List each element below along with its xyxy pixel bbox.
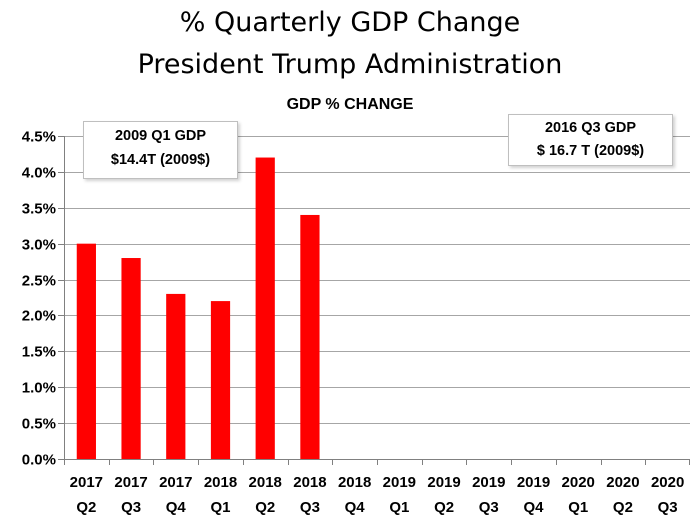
y-tick-label: 2.5% — [22, 273, 56, 290]
bar-2017-q3 — [121, 258, 141, 459]
x-tick-label-year: 2017 — [159, 474, 192, 491]
bar-2018-q1 — [210, 301, 231, 459]
x-tick-label-year: 2019 — [427, 474, 460, 491]
x-tick-label-quarter: Q3 — [300, 499, 320, 516]
x-tick-label-year: 2020 — [606, 474, 639, 491]
annotation-box-2009: 2009 Q1 GDP $14.4T (2009$) — [83, 121, 238, 179]
bar-2018-q3 — [300, 214, 320, 459]
x-tick-label-quarter: Q1 — [389, 499, 409, 516]
y-tick-label: 0.5% — [22, 416, 56, 433]
bars — [76, 157, 320, 460]
y-tick-label: 2.0% — [22, 308, 56, 325]
y-tick-label: 3.5% — [22, 201, 56, 218]
x-tick-label-quarter: Q2 — [255, 499, 275, 516]
annotation-2016-line-1: 2016 Q3 GDP — [544, 120, 637, 136]
annotation-2009-line-2: $14.4T (2009$) — [110, 152, 211, 168]
x-tick-label-year: 2017 — [70, 474, 103, 491]
y-tick-label: 4.5% — [22, 129, 56, 146]
x-tick-label-quarter: Q1 — [568, 499, 588, 516]
x-tick-label-quarter: Q2 — [76, 499, 96, 516]
x-tick-label-year: 2018 — [293, 474, 326, 491]
x-tick-label-quarter: Q2 — [434, 499, 454, 516]
y-tick-label: 1.0% — [22, 380, 56, 397]
x-tick-labels: 2017 Q2 2017 Q3 2017 Q4 2018 Q1 2018 Q2 2018 Q3 2018… — [70, 474, 685, 516]
x-tick-label-quarter: Q1 — [210, 499, 230, 516]
plot-title: GDP % CHANGE — [287, 96, 414, 113]
gridlines — [64, 136, 690, 424]
x-tick-label-quarter: Q2 — [613, 499, 633, 516]
chart-title: % Quarterly GDP Change President Trump A… — [0, 2, 700, 86]
y-tick-label: 0.0% — [22, 452, 56, 469]
x-tick-label-year: 2019 — [383, 474, 416, 491]
x-tick-label-quarter: Q4 — [523, 499, 544, 516]
y-tick-label: 3.0% — [22, 237, 56, 254]
x-tick-label-quarter: Q3 — [479, 499, 499, 516]
bar-2017-q4 — [166, 293, 186, 459]
annotation-2009-line-1: 2009 Q1 GDP — [114, 128, 207, 144]
chart-title-line-1: % Quarterly GDP Change — [179, 7, 521, 38]
annotation-box-2016: 2016 Q3 GDP $ 16.7 T (2009$) — [508, 114, 673, 166]
bar-2018-q2 — [255, 157, 275, 460]
x-tick-label-year: 2018 — [249, 474, 282, 491]
chart-title-line-2: President Trump Administration — [137, 49, 563, 80]
x-tick-label-quarter: Q4 — [345, 499, 366, 516]
y-tick-labels: 0.0% 0.5% 1.0% 1.5% 2.0% 2.5% 3.0% 3.5% 4.0% 4.5% — [22, 129, 56, 469]
y-tick-label: 4.0% — [22, 165, 56, 182]
x-tick-label-year: 2020 — [651, 474, 684, 491]
x-tick-label-quarter: Q3 — [121, 499, 141, 516]
x-tick-label-year: 2019 — [472, 474, 505, 491]
y-tick-label: 1.5% — [22, 344, 56, 361]
x-tick-label-year: 2019 — [517, 474, 550, 491]
annotation-2016-line-2: $ 16.7 T (2009$) — [536, 143, 645, 159]
x-tick-label-year: 2020 — [562, 474, 595, 491]
x-tick-label-quarter: Q3 — [658, 499, 678, 516]
x-tick-label-quarter: Q4 — [166, 499, 187, 516]
x-tick-label-year: 2018 — [204, 474, 237, 491]
x-tick-label-year: 2017 — [114, 474, 147, 491]
x-tick-label-year: 2018 — [338, 474, 371, 491]
axes — [58, 136, 690, 465]
bar-2017-q2 — [76, 243, 96, 459]
